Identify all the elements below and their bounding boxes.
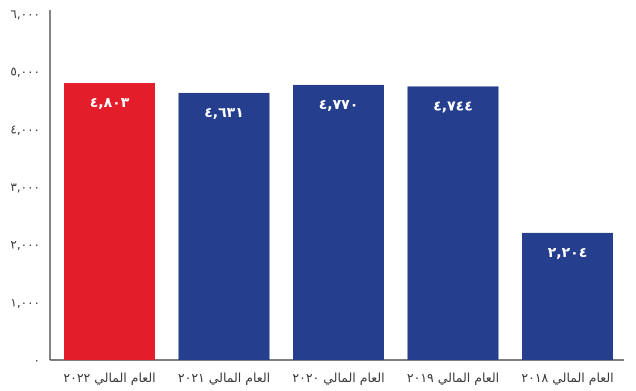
bar xyxy=(293,84,384,361)
bar xyxy=(64,83,155,360)
y-tick-label: ٠ xyxy=(34,353,40,367)
y-tick-label: ٦,٠٠٠ xyxy=(10,7,40,21)
y-axis-ticks: ٠ ١,٠٠٠ ٢,٠٠٠ ٣,٠٠٠ ٤,٠٠٠ ٥,٠٠٠ ٦,٠٠٠ xyxy=(10,7,40,367)
y-tick-label: ٤,٠٠٠ xyxy=(10,122,40,136)
y-tick-label: ١,٠٠٠ xyxy=(10,295,40,309)
bar-value-label: ٤,٧٤٤ xyxy=(433,98,473,114)
y-tick-label: ٣,٠٠٠ xyxy=(10,180,40,194)
category-label: العام المالي ٢٠٢٠ xyxy=(292,370,384,385)
bar xyxy=(178,92,270,360)
bar-value-label: ٤,٦٣١ xyxy=(204,105,244,121)
category-label: العام المالي ٢٠١٨ xyxy=(521,370,613,385)
bar xyxy=(522,232,613,360)
category-label: العام المالي ٢٠٢١ xyxy=(178,370,270,385)
bar-value-label: ٤,٧٧٠ xyxy=(319,97,359,113)
category-label: العام المالي ٢٠٢٢ xyxy=(63,370,155,385)
category-labels-group: العام المالي ٢٠٢٢ العام المالي ٢٠٢١ العام … xyxy=(63,370,613,385)
bars-group xyxy=(64,83,613,361)
bar-value-label: ٤,٨٠٣ xyxy=(90,95,130,111)
category-label: العام المالي ٢٠١٩ xyxy=(407,370,499,385)
bar-value-label: ٢,٢٠٤ xyxy=(548,245,588,261)
data-labels-group: ٤,٨٠٣ ٤,٦٣١ ٤,٧٧٠ ٤,٧٤٤ ٢,٢٠٤ xyxy=(90,95,588,261)
y-tick-label: ٢,٠٠٠ xyxy=(10,238,40,252)
y-tick-label: ٥,٠٠٠ xyxy=(10,65,40,79)
bar xyxy=(407,86,499,361)
